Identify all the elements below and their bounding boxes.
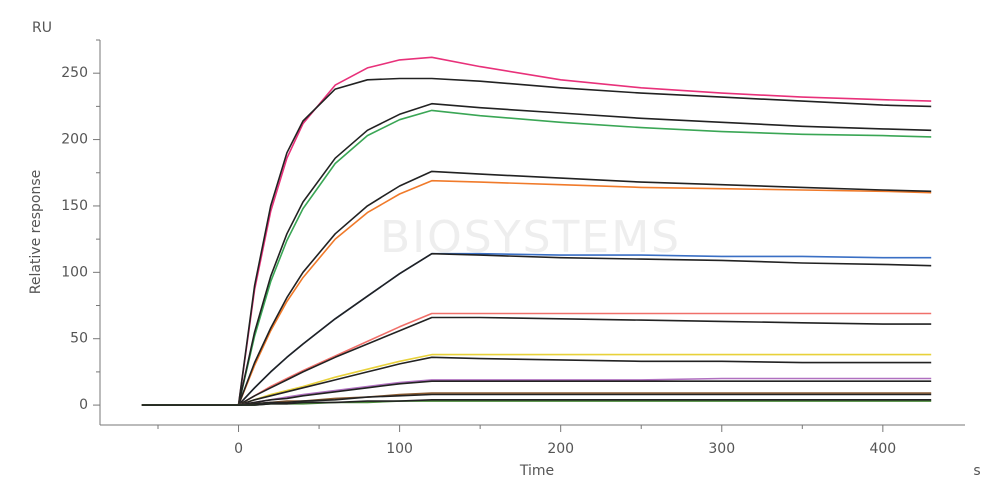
y-tick-label: 0 [79,397,88,413]
y-tick-label: 200 [61,132,88,148]
y-tick-label: 50 [70,331,88,347]
y-tick-label: 150 [61,198,88,214]
sensorgram-line [141,56,932,406]
y-axis-label: Relative response [28,170,44,295]
sensorgram-line [141,353,932,406]
sensorgram-line [141,109,932,406]
x-tick-label: 300 [708,441,735,457]
x-unit: s [973,463,980,479]
sensorgram-line [141,252,932,406]
sensorgram-line [141,393,932,406]
sensorgram-line [141,399,932,406]
sensorgram-line [141,356,932,406]
sensorgram-line [141,380,932,406]
y-unit: RU [32,20,52,36]
x-tick-label: 0 [234,441,243,457]
y-tick-label: 100 [61,264,88,280]
sensorgram-line [141,102,932,406]
sensorgram-line [141,77,932,406]
x-tick-label: 100 [386,441,413,457]
sensorgram-line [141,179,932,406]
sensorgram-line [141,316,932,406]
x-axis-label: Time [519,463,554,479]
y-tick-label: 250 [61,65,88,81]
sensorgram-line [141,170,932,406]
x-tick-label: 200 [547,441,574,457]
x-tick-label: 400 [869,441,896,457]
